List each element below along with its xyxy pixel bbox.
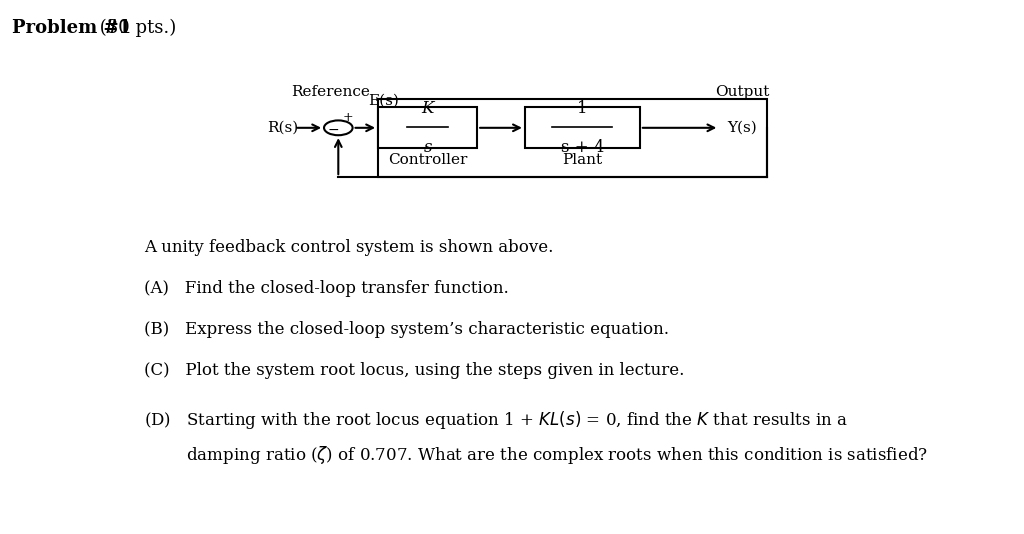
Text: 1: 1 [577,100,588,117]
Text: A unity feedback control system is shown above.: A unity feedback control system is shown… [143,239,553,256]
Text: s: s [423,138,432,155]
Text: Controller: Controller [388,153,467,167]
Text: −: − [328,123,339,137]
Text: (A)   Find the closed-loop transfer function.: (A) Find the closed-loop transfer functi… [143,280,509,297]
Text: Y(s): Y(s) [727,121,757,135]
Text: +: + [343,111,353,124]
Text: R(s): R(s) [267,121,298,135]
Text: (30 pts.): (30 pts.) [94,19,176,37]
Text: (C)   Plot the system root locus, using the steps given in lecture.: (C) Plot the system root locus, using th… [143,362,684,379]
Text: (D)   Starting with the root locus equation 1 + $KL(s)$ = 0, find the $K$ that r: (D) Starting with the root locus equatio… [143,410,848,431]
Text: Reference: Reference [291,85,370,99]
Text: K: K [422,100,434,117]
Text: Problem #1: Problem #1 [12,19,131,37]
FancyBboxPatch shape [524,107,640,148]
Text: E(s): E(s) [368,93,398,107]
Text: (B)   Express the closed-loop system’s characteristic equation.: (B) Express the closed-loop system’s cha… [143,321,669,338]
Text: Plant: Plant [562,153,602,167]
FancyBboxPatch shape [378,107,477,148]
Text: Output: Output [715,85,770,99]
Text: damping ratio ($\zeta$) of 0.707. What are the complex roots when this condition: damping ratio ($\zeta$) of 0.707. What a… [143,444,928,466]
Text: s + 4: s + 4 [560,138,604,155]
